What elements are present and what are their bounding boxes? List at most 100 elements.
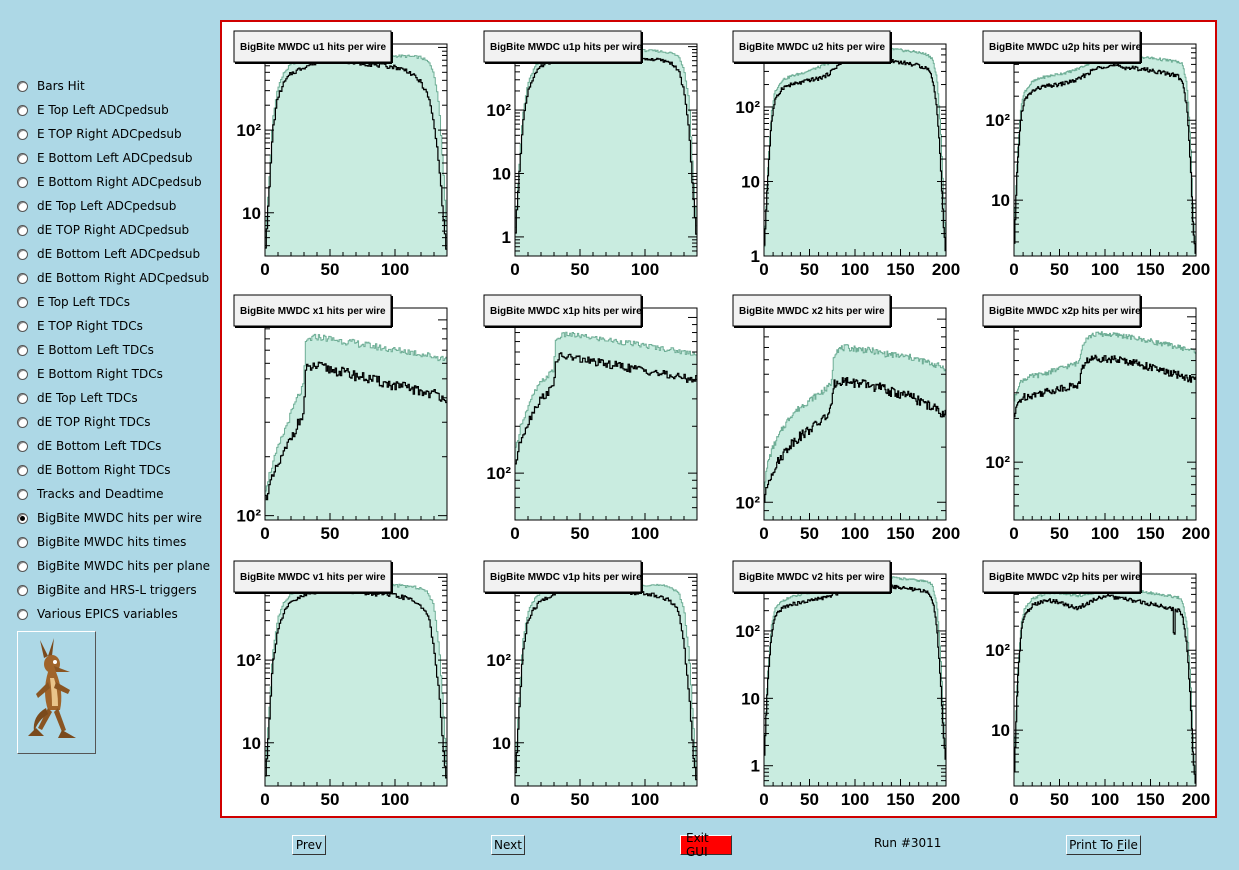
radio-unchecked-icon[interactable] — [17, 224, 28, 236]
x-tick-label: 200 — [932, 260, 960, 279]
radio-option[interactable]: dE Bottom Right TDCs — [17, 462, 170, 478]
x-tick-label: 100 — [381, 260, 409, 279]
radio-option[interactable]: dE Bottom Left ADCpedsub — [17, 246, 200, 262]
coyote-mascot-icon[interactable] — [17, 631, 96, 754]
radio-option[interactable]: E Bottom Left TDCs — [17, 342, 154, 358]
radio-unchecked-icon[interactable] — [17, 488, 28, 500]
radio-unchecked-icon[interactable] — [17, 176, 28, 188]
radio-unchecked-icon[interactable] — [17, 368, 28, 380]
radio-unchecked-icon[interactable] — [17, 80, 28, 92]
radio-option-label: dE Top Left TDCs — [37, 391, 138, 405]
histogram-title: BigBite MWDC v1p hits per wire — [490, 572, 642, 583]
histogram-panel: 0 50 100 10 10² BigBite MWDC v1p hits per wir… — [483, 560, 698, 809]
y-tick-label: 10 — [741, 689, 760, 708]
radio-option[interactable]: dE Top Left TDCs — [17, 390, 138, 406]
radio-option[interactable]: E Bottom Right ADCpedsub — [17, 174, 202, 190]
x-tick-label: 0 — [1009, 524, 1018, 543]
radio-option[interactable]: BigBite MWDC hits per plane — [17, 558, 210, 574]
x-tick-label: 50 — [800, 524, 819, 543]
histogram-title: BigBite MWDC x1 hits per wire — [240, 306, 386, 317]
x-tick-label: 50 — [800, 260, 819, 279]
radio-unchecked-icon[interactable] — [17, 248, 28, 260]
radio-option[interactable]: BigBite MWDC hits per wire — [17, 510, 202, 526]
radio-option-label: dE Top Left ADCpedsub — [37, 199, 177, 213]
radio-option-label: BigBite MWDC hits times — [37, 535, 187, 549]
reference-fill-area — [764, 574, 946, 786]
radio-unchecked-icon[interactable] — [17, 152, 28, 164]
radio-option[interactable]: E Bottom Right TDCs — [17, 366, 163, 382]
y-tick-label: 10² — [985, 111, 1010, 130]
x-tick-label: 0 — [510, 524, 519, 543]
radio-option[interactable]: dE Bottom Left TDCs — [17, 438, 161, 454]
x-tick-label: 100 — [381, 524, 409, 543]
radio-unchecked-icon[interactable] — [17, 608, 28, 620]
x-tick-label: 200 — [932, 524, 960, 543]
reference-fill-area — [265, 50, 447, 256]
radio-checked-icon[interactable] — [17, 512, 28, 524]
radio-option-label: E Bottom Right ADCpedsub — [37, 175, 202, 189]
histogram-title: BigBite MWDC x1p hits per wire — [490, 306, 642, 317]
x-tick-label: 150 — [886, 790, 914, 809]
radio-option[interactable]: dE Top Left ADCpedsub — [17, 198, 176, 214]
radio-unchecked-icon[interactable] — [17, 440, 28, 452]
reference-series-line — [764, 344, 946, 488]
radio-option[interactable]: Various EPICS variables — [17, 606, 178, 622]
coyote-drawing — [28, 638, 76, 738]
radio-option[interactable]: dE Bottom Right ADCpedsub — [17, 270, 209, 286]
x-tick-label: 0 — [759, 790, 768, 809]
radio-option[interactable]: E TOP Right ADCpedsub — [17, 126, 182, 142]
radio-unchecked-icon[interactable] — [17, 200, 28, 212]
y-tick-label: 10² — [985, 453, 1010, 472]
radio-option[interactable]: Bars Hit — [17, 78, 85, 94]
radio-unchecked-icon[interactable] — [17, 320, 28, 332]
histogram-title: BigBite MWDC u2 hits per wire — [739, 42, 886, 53]
y-tick-label: 10 — [991, 191, 1010, 210]
prev-button[interactable]: Prev — [292, 835, 326, 855]
x-tick-label: 100 — [631, 260, 659, 279]
radio-option[interactable]: E Top Left ADCpedsub — [17, 102, 169, 118]
radio-option[interactable]: Tracks and Deadtime — [17, 486, 164, 502]
radio-unchecked-icon[interactable] — [17, 584, 28, 596]
radio-option[interactable]: E Bottom Left ADCpedsub — [17, 150, 193, 166]
radio-option[interactable]: dE TOP Right TDCs — [17, 414, 150, 430]
x-tick-label: 150 — [886, 260, 914, 279]
radio-option[interactable]: E TOP Right TDCs — [17, 318, 143, 334]
histogram-title: BigBite MWDC v1 hits per wire — [240, 572, 386, 583]
radio-option-label: E TOP Right ADCpedsub — [37, 127, 182, 141]
next-button[interactable]: Next — [491, 835, 525, 855]
x-tick-label: 50 — [1050, 260, 1069, 279]
radio-unchecked-icon[interactable] — [17, 416, 28, 428]
x-tick-label: 200 — [932, 790, 960, 809]
radio-unchecked-icon[interactable] — [17, 128, 28, 140]
x-tick-label: 100 — [631, 790, 659, 809]
y-tick-label: 10 — [242, 734, 261, 753]
y-tick-label: 10 — [741, 172, 760, 191]
radio-unchecked-icon[interactable] — [17, 272, 28, 284]
histogram-panel: 0 50 100 150 200 10 10² BigBite MWDC u2p hits p… — [982, 30, 1210, 279]
radio-option[interactable]: E Top Left TDCs — [17, 294, 130, 310]
reference-fill-area — [1014, 331, 1196, 520]
x-tick-label: 200 — [1182, 524, 1210, 543]
y-tick-label: 10² — [486, 464, 511, 483]
current-series-line — [1014, 593, 1196, 784]
radio-option[interactable]: BigBite and HRS-L triggers — [17, 582, 197, 598]
x-tick-label: 50 — [321, 260, 340, 279]
radio-unchecked-icon[interactable] — [17, 464, 28, 476]
radio-unchecked-icon[interactable] — [17, 536, 28, 548]
radio-unchecked-icon[interactable] — [17, 344, 28, 356]
radio-unchecked-icon[interactable] — [17, 560, 28, 572]
radio-option[interactable]: BigBite MWDC hits times — [17, 534, 186, 550]
exit-gui-button[interactable]: Exit GUI — [680, 831, 732, 859]
radio-option[interactable]: dE TOP Right ADCpedsub — [17, 222, 189, 238]
histogram-title-box — [732, 30, 891, 63]
current-series-line — [515, 352, 697, 465]
radio-unchecked-icon[interactable] — [17, 392, 28, 404]
radio-unchecked-icon[interactable] — [17, 104, 28, 116]
run-number-label: Run #3011 — [874, 836, 942, 850]
x-tick-label: 100 — [841, 260, 869, 279]
histogram-title-box — [982, 294, 1141, 327]
radio-option-label: dE TOP Right TDCs — [37, 415, 151, 429]
radio-unchecked-icon[interactable] — [17, 296, 28, 308]
x-tick-label: 50 — [1050, 524, 1069, 543]
